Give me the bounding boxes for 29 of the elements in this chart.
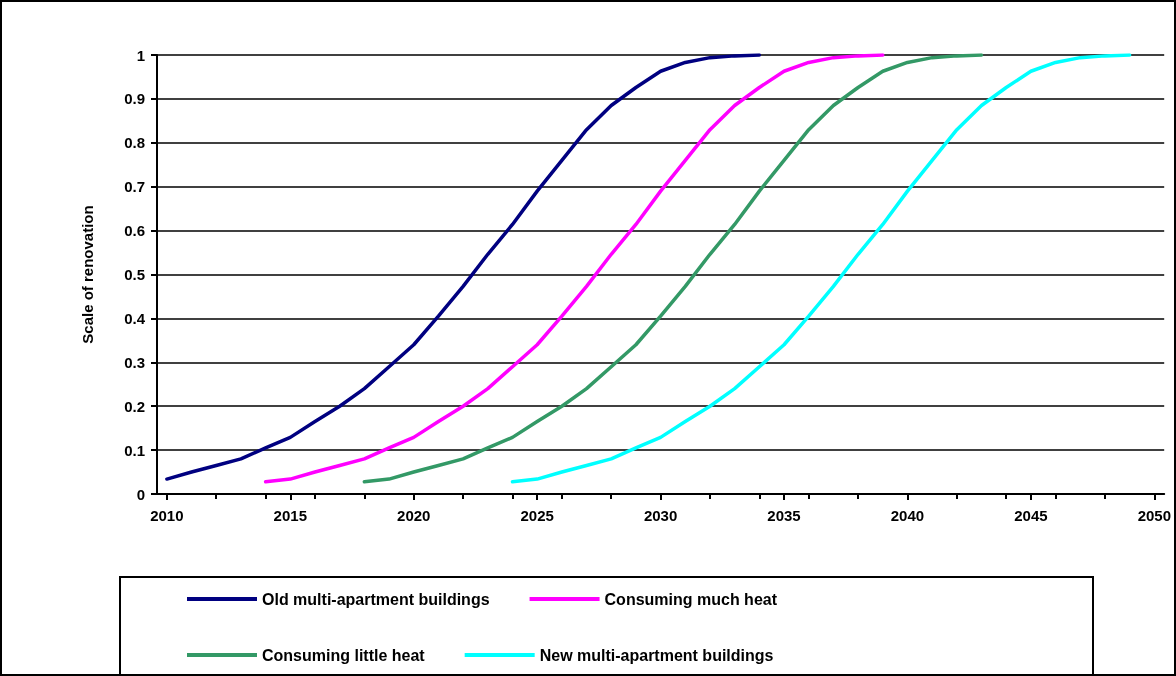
x-tick-label: 2010 — [150, 507, 184, 524]
legend-label: Consuming little heat — [262, 646, 426, 664]
y-tick-label: 0.9 — [124, 90, 145, 108]
line-series — [510, 53, 1132, 484]
x-tick-label: 2025 — [520, 507, 554, 524]
x-tick-label: 2035 — [767, 507, 801, 524]
line-series — [165, 53, 762, 481]
legend-label: New multi-apartment buildings — [539, 646, 774, 664]
y-tick-label: 0.8 — [124, 134, 145, 152]
y-tick-label: 0.6 — [124, 222, 145, 240]
x-tick-label: 2045 — [1014, 507, 1048, 524]
y-axis-title: Scale of renovation — [79, 205, 96, 344]
y-tick-label: 1 — [136, 46, 145, 64]
legend-label: Consuming much heat — [604, 590, 778, 608]
y-tick-label: 0.3 — [124, 353, 145, 371]
x-tick-label: 2030 — [643, 507, 678, 524]
x-tick-label: 2015 — [273, 507, 307, 524]
y-tick-label: 0 — [136, 485, 145, 503]
y-tick-label: 0.7 — [124, 178, 145, 196]
x-tick-label: 2020 — [397, 507, 431, 524]
line-series — [263, 53, 885, 484]
y-tick-label: 0.1 — [124, 441, 145, 459]
line-series — [362, 53, 984, 484]
y-tick-label: 0.4 — [124, 309, 146, 327]
y-tick-label: 0.2 — [124, 397, 145, 415]
x-tick-label: 2050 — [1137, 507, 1171, 524]
x-tick-label: 2040 — [890, 507, 925, 524]
y-tick-label: 0.5 — [124, 266, 145, 283]
legend-label: Old multi-apartment buildings — [262, 590, 490, 608]
